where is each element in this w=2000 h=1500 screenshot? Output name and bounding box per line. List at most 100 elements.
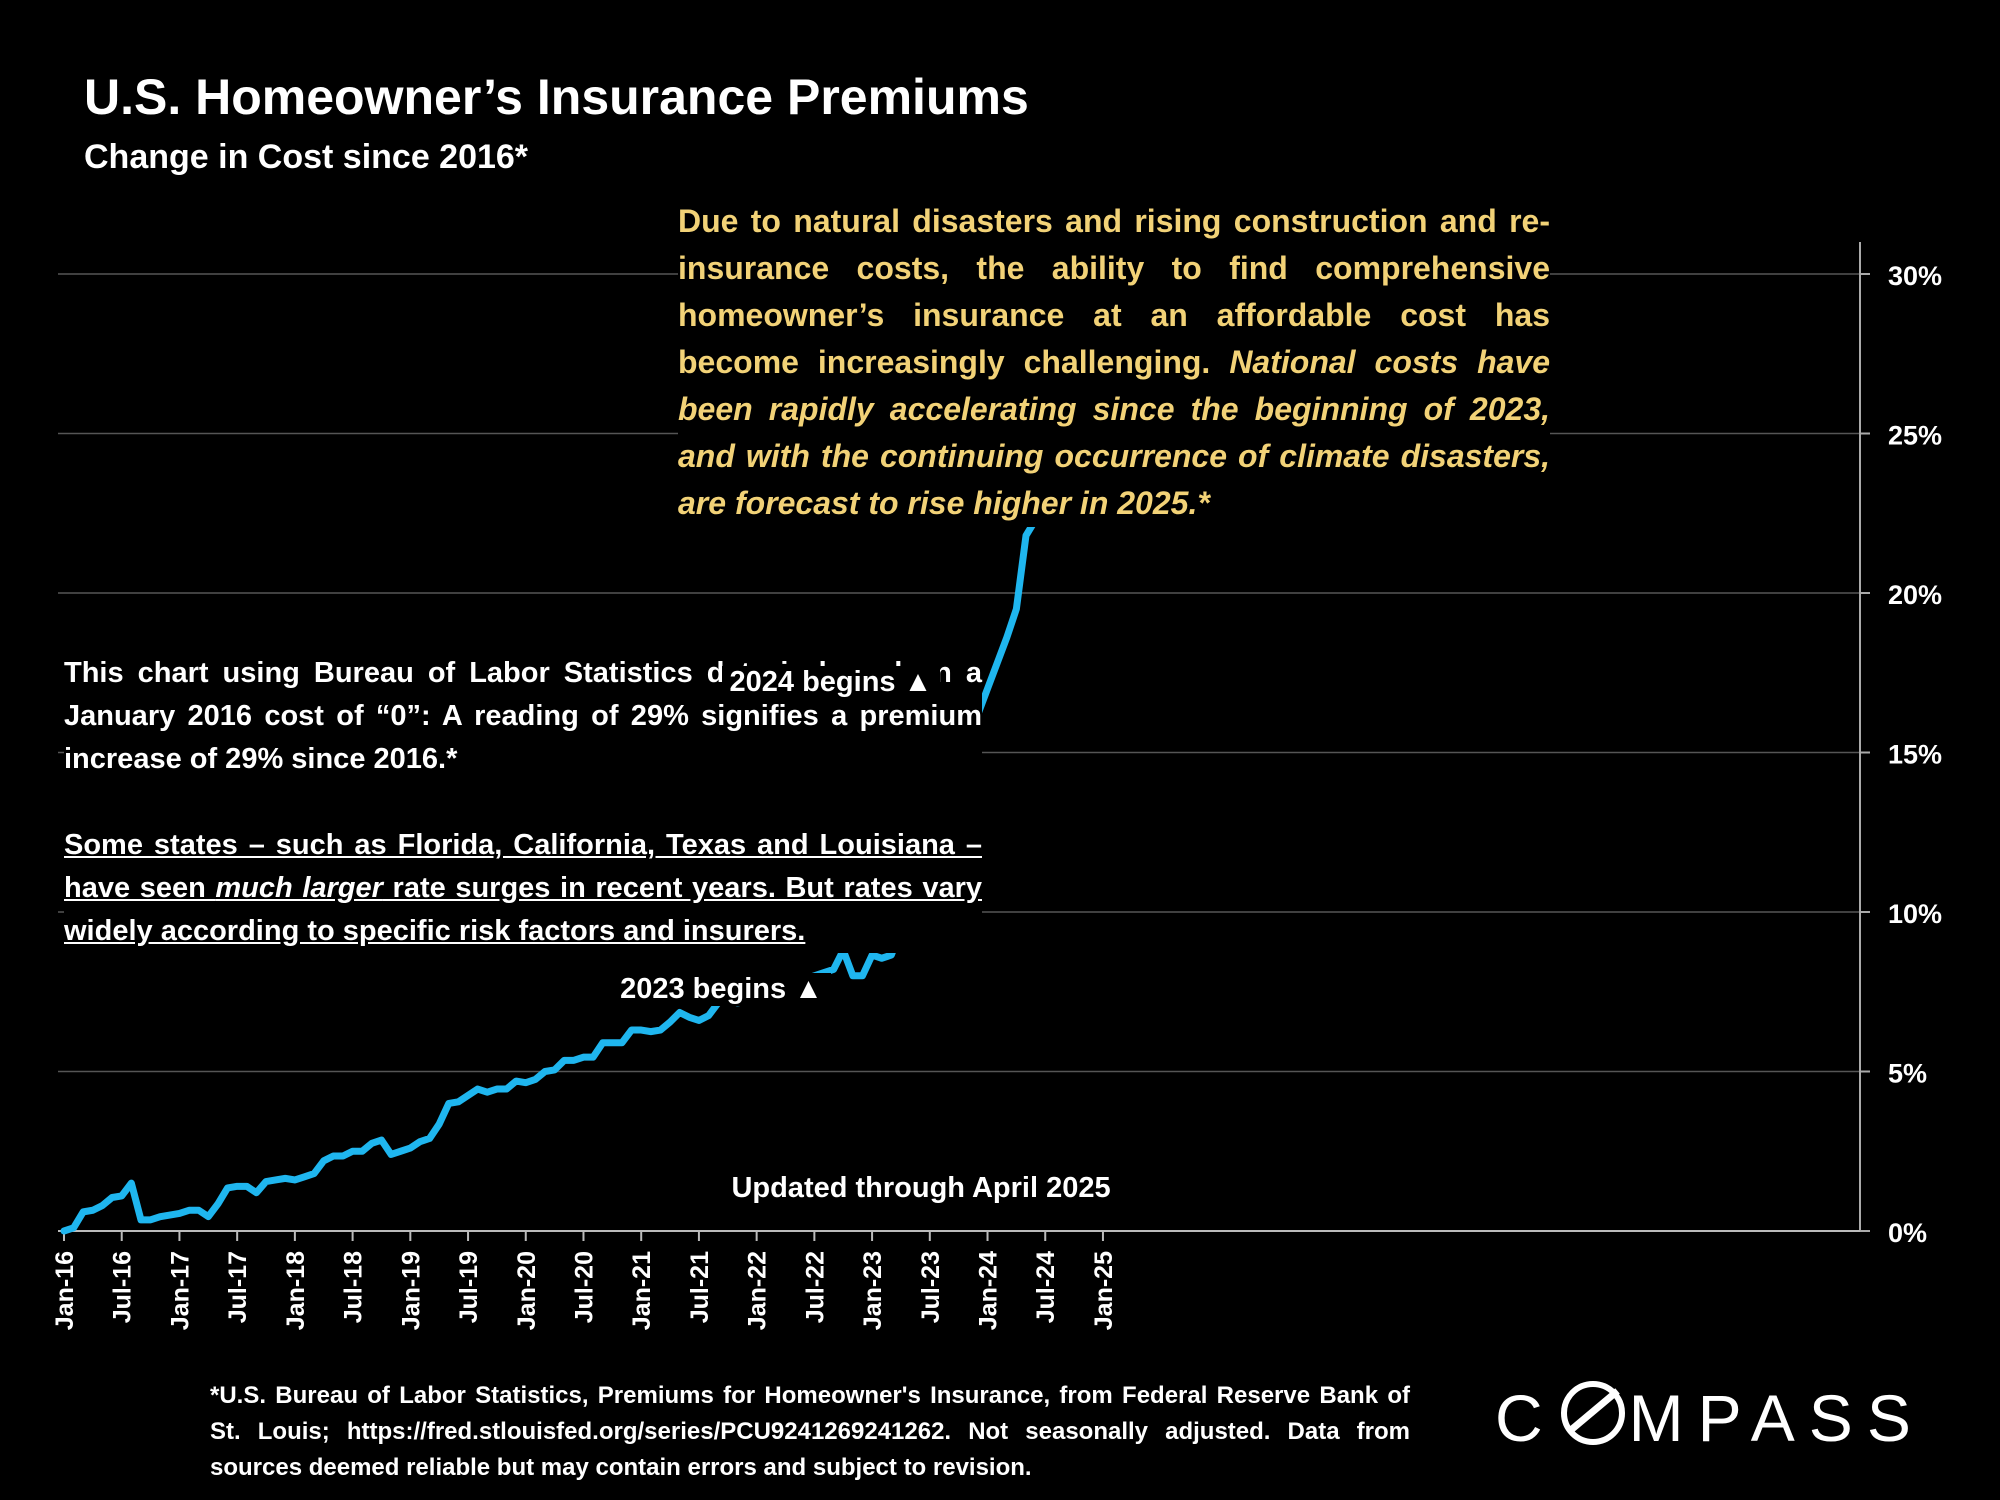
annotation-2023-begins: 2023 begins ▲ <box>612 972 831 1006</box>
data-point <box>561 1057 567 1063</box>
data-point <box>455 1099 461 1105</box>
x-tick-label: Jul-24 <box>1032 1251 1060 1323</box>
y-axis-ticks: 0% 5% 10% 15% 20% 25% 30% <box>1859 242 1942 1248</box>
data-point <box>629 1027 635 1033</box>
x-tick-label: Jan-18 <box>282 1251 310 1330</box>
x-tick-label: Jan-19 <box>397 1251 425 1330</box>
data-point <box>225 1185 231 1191</box>
data-point <box>484 1089 490 1095</box>
y-tick-label: 20% <box>1888 580 1942 610</box>
data-point <box>205 1214 211 1220</box>
data-point <box>109 1195 115 1201</box>
data-point <box>292 1177 298 1183</box>
x-tick-label: Jan-21 <box>628 1251 656 1330</box>
annotation-2024-begins: 2024 begins ▲ <box>721 666 941 700</box>
data-point <box>263 1179 269 1185</box>
x-tick-label: Jul-18 <box>340 1251 368 1323</box>
x-tick-label: Jul-22 <box>801 1251 829 1323</box>
data-point <box>465 1092 471 1098</box>
y-tick-label: 30% <box>1888 261 1942 291</box>
data-point <box>686 1014 692 1020</box>
data-point <box>1013 606 1019 612</box>
context-note-plain: Due to natural disasters and rising cons… <box>678 203 1550 380</box>
x-tick-label: Jul-20 <box>570 1251 598 1323</box>
data-point <box>253 1190 259 1196</box>
data-point <box>657 1027 663 1033</box>
data-point <box>619 1040 625 1046</box>
compass-logo: C MPASS <box>1495 1381 1925 1455</box>
x-tick-label: Jul-19 <box>455 1251 483 1323</box>
x-tick-label: Jan-24 <box>975 1251 1003 1330</box>
data-point <box>542 1069 548 1075</box>
x-tick-label: Jan-20 <box>513 1251 541 1330</box>
data-point <box>350 1148 356 1154</box>
x-tick-label: Jul-21 <box>686 1251 714 1323</box>
x-tick-label: Jan-25 <box>1090 1251 1118 1330</box>
x-tick-label: Jul-16 <box>109 1251 137 1323</box>
x-tick-label: Jan-16 <box>51 1251 79 1330</box>
x-axis: Jan-16 Jul-16 Jan-17 Jul-17 Jan-18 Jul-18 Jan-… <box>51 1230 1860 1330</box>
data-point <box>359 1148 365 1154</box>
data-point <box>879 955 885 961</box>
chart-subtitle: Change in Cost since 2016* <box>84 138 529 176</box>
data-point <box>340 1153 346 1159</box>
data-point <box>273 1177 279 1183</box>
data-point <box>859 973 865 979</box>
data-point <box>321 1158 327 1164</box>
data-point <box>436 1121 442 1127</box>
data-point <box>148 1217 154 1223</box>
data-point <box>80 1209 86 1215</box>
data-point <box>176 1210 182 1216</box>
data-point <box>571 1057 577 1063</box>
x-tick-label: Jan-17 <box>166 1251 194 1330</box>
data-point <box>523 1080 529 1086</box>
data-point <box>215 1201 221 1207</box>
data-point <box>427 1135 433 1141</box>
data-point <box>61 1228 67 1234</box>
x-tick-label: Jul-23 <box>917 1251 945 1323</box>
data-point <box>388 1151 394 1157</box>
data-point <box>417 1139 423 1145</box>
data-point <box>234 1183 240 1189</box>
data-point <box>378 1137 384 1143</box>
state-variation-paragraph: Some states – such as Florida, Californi… <box>64 829 982 947</box>
data-point <box>609 1040 615 1046</box>
data-point <box>475 1086 481 1092</box>
chart-title: U.S. Homeowner’s Insurance Premiums <box>84 69 1029 125</box>
y-tick-label: 0% <box>1888 1218 1927 1248</box>
data-point <box>985 686 991 692</box>
data-point <box>1004 635 1010 641</box>
data-point <box>667 1019 673 1025</box>
data-point <box>99 1202 105 1208</box>
y-tick-label: 25% <box>1888 421 1942 451</box>
data-point <box>513 1078 519 1084</box>
data-point <box>138 1217 144 1223</box>
data-point <box>302 1174 308 1180</box>
data-point <box>696 1017 702 1023</box>
data-point <box>1023 533 1029 539</box>
data-point <box>494 1086 500 1092</box>
data-point <box>244 1183 250 1189</box>
data-point <box>706 1013 712 1019</box>
y-tick-label: 10% <box>1888 899 1942 929</box>
data-point <box>580 1054 586 1060</box>
data-point <box>71 1225 77 1231</box>
data-point <box>638 1027 644 1033</box>
data-point <box>311 1171 317 1177</box>
methodology-note: This chart using Bureau of Labor Statist… <box>64 652 982 953</box>
data-point <box>994 660 1000 666</box>
data-point <box>119 1193 125 1199</box>
data-point <box>850 973 856 979</box>
data-point <box>186 1207 192 1213</box>
data-point <box>157 1214 163 1220</box>
data-point <box>90 1207 96 1213</box>
data-point <box>677 1009 683 1015</box>
x-tick-label: Jan-23 <box>859 1251 887 1330</box>
x-tick-label: Jul-17 <box>224 1251 252 1323</box>
data-point <box>128 1180 134 1186</box>
context-note-italic: National costs have been rapidly acceler… <box>678 344 1551 521</box>
data-point <box>648 1029 654 1035</box>
data-point <box>330 1153 336 1159</box>
data-point <box>590 1054 596 1060</box>
data-point <box>167 1212 173 1218</box>
